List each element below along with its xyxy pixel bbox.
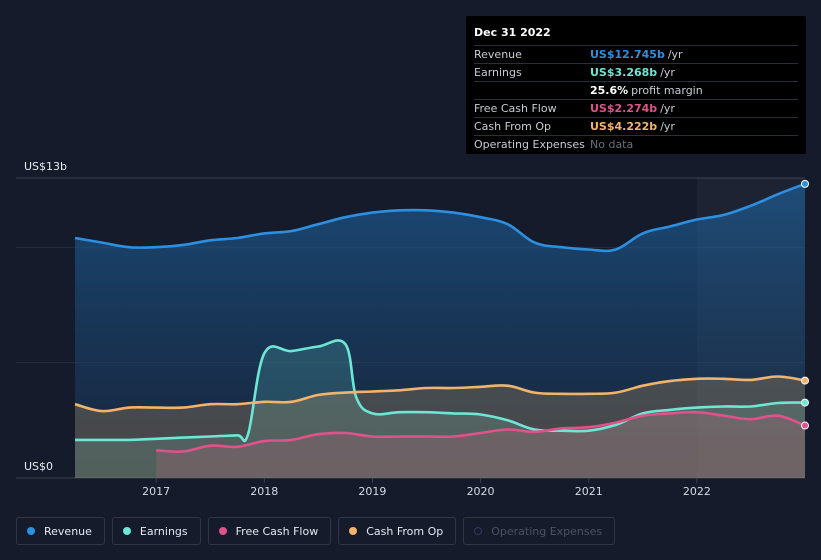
y-axis-top-label: US$13b xyxy=(24,160,68,173)
legend-label: Operating Expenses xyxy=(491,524,603,538)
x-tick-label: 2021 xyxy=(575,485,603,498)
tooltip-row: Revenue US$12.745b/yr xyxy=(474,45,798,63)
y-axis-bottom-label: US$0 xyxy=(24,460,54,473)
tooltip-row: Cash From Op US$4.222b/yr xyxy=(474,117,798,135)
tooltip-row-value: US$2.274b xyxy=(590,102,658,115)
legend-dot-icon xyxy=(27,527,35,535)
legend: Revenue Earnings Free Cash Flow Cash From O… xyxy=(16,517,616,545)
tooltip-row-label: Cash From Op xyxy=(474,120,552,133)
x-tick-label: 2017 xyxy=(142,485,170,498)
legend-dot-icon xyxy=(349,527,358,535)
tooltip-panel: Dec 31 2022 Revenue US$12.745b/yr Earnings… xyxy=(466,16,806,154)
legend-dot-icon xyxy=(218,527,227,535)
cash-from-op-end-dot xyxy=(801,376,809,385)
legend-item-operating-expenses[interactable]: Operating Expenses xyxy=(463,517,616,545)
revenue-end-dot xyxy=(801,179,809,188)
cash-from-op-area xyxy=(75,376,805,478)
earnings-line xyxy=(75,339,806,443)
legend-item-cash-from-op[interactable]: Cash From Op xyxy=(338,517,457,545)
legend-item-free-cash-flow[interactable]: Free Cash Flow xyxy=(207,517,332,545)
tooltip-row-label: Free Cash Flow xyxy=(474,102,557,115)
tooltip-row-value: No data xyxy=(590,138,634,151)
x-tick-label: 2020 xyxy=(467,485,495,498)
free-cash-flow-area xyxy=(156,412,806,478)
revenue-area xyxy=(75,183,805,478)
tooltip-row-label: Operating Expenses xyxy=(474,138,585,151)
tooltip-row: Operating Expenses No data xyxy=(474,135,798,153)
cash-from-op-line xyxy=(74,375,806,413)
free-cash-flow-end-dot xyxy=(801,421,809,430)
tooltip-row-unit: profit margin xyxy=(631,84,703,97)
tooltip-row-value: US$3.268b xyxy=(590,66,658,79)
legend-item-revenue[interactable]: Revenue xyxy=(16,517,105,545)
legend-dot-icon xyxy=(122,527,131,535)
free-cash-flow-line xyxy=(156,410,806,453)
legend-label: Revenue xyxy=(44,524,92,538)
tooltip-row: Earnings US$3.268b/yr xyxy=(474,63,798,81)
tooltip-row-value: US$4.222b xyxy=(590,120,658,133)
x-tick-label: 2022 xyxy=(683,485,711,498)
tooltip-date: Dec 31 2022 xyxy=(474,26,551,39)
tooltip-row-unit: /yr xyxy=(660,66,675,79)
x-tick-label: 2018 xyxy=(250,485,278,498)
legend-label: Cash From Op xyxy=(366,524,444,538)
x-tick-label: 2019 xyxy=(358,485,386,498)
tooltip-row-value: 25.6% xyxy=(590,84,629,97)
legend-dot-icon xyxy=(474,527,483,535)
tooltip-row-unit: /yr xyxy=(660,102,675,115)
tooltip-row: Free Cash Flow US$2.274b/yr xyxy=(474,99,798,117)
tooltip-row-unit: /yr xyxy=(660,120,675,133)
legend-label: Free Cash Flow xyxy=(235,524,319,538)
tooltip-row: 25.6% profit margin xyxy=(474,81,798,99)
earnings-end-dot xyxy=(801,398,809,407)
tooltip-row-unit: /yr xyxy=(667,48,683,61)
legend-item-earnings[interactable]: Earnings xyxy=(111,517,201,545)
tooltip-row-label: Revenue xyxy=(474,48,522,61)
tooltip-row-value: US$12.745b xyxy=(590,48,665,61)
tooltip-row-label: Earnings xyxy=(474,66,522,79)
chart-area: 2017 2018 2019 2020 2021 2022 xyxy=(16,177,809,498)
revenue-line xyxy=(74,182,806,253)
legend-label: Earnings xyxy=(139,524,188,538)
